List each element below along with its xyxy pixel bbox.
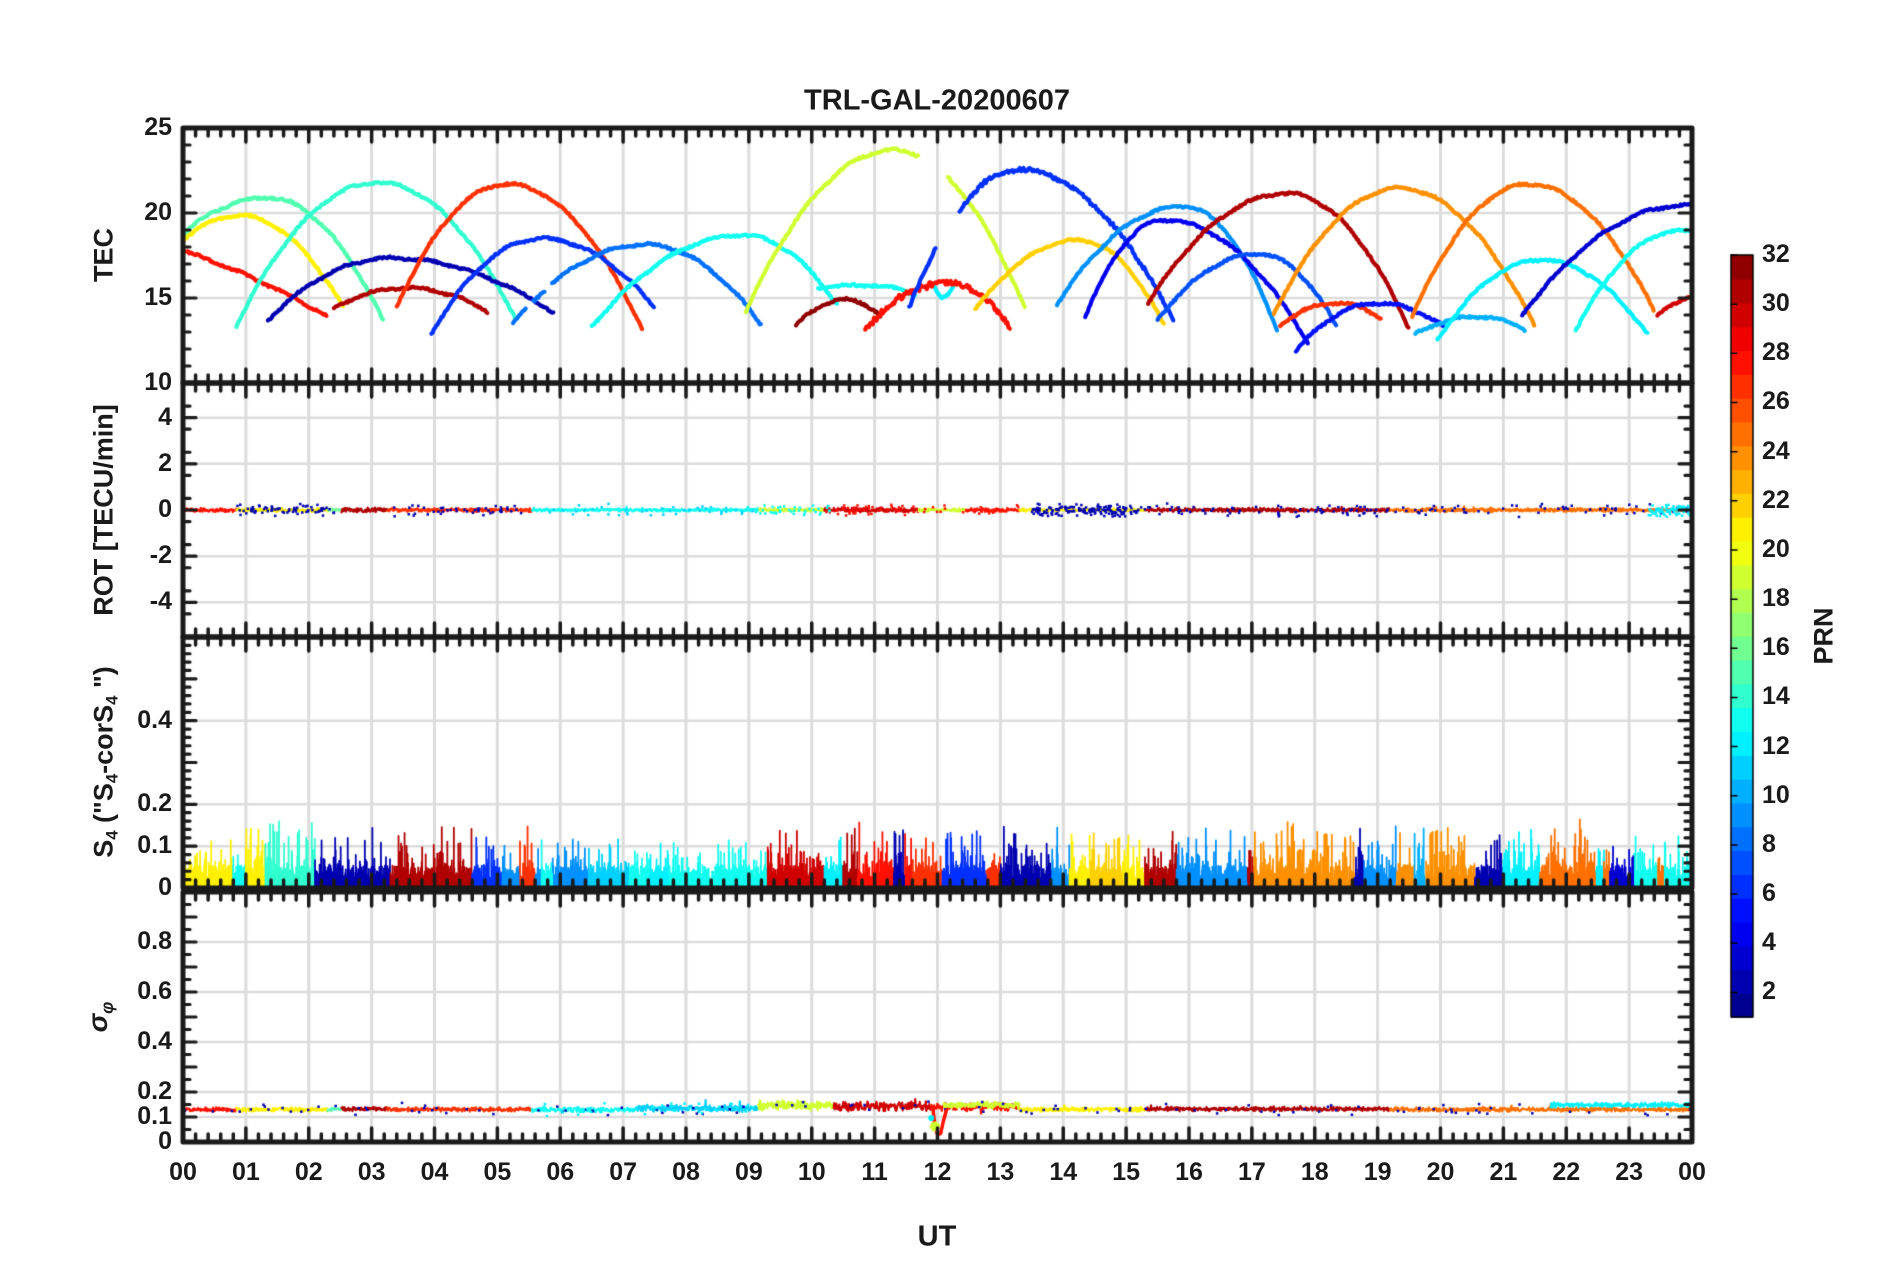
colorbar-tick-label: 10 bbox=[1762, 780, 1790, 809]
x-tick-label: 01 bbox=[231, 1158, 260, 1186]
y-tick-label: 10 bbox=[144, 368, 172, 396]
y-axis-label-tec: TEC bbox=[88, 228, 119, 282]
colorbar-tick-label: 14 bbox=[1762, 682, 1790, 711]
x-tick-label: 00 bbox=[169, 1158, 197, 1186]
x-tick-label: 23 bbox=[1615, 1158, 1644, 1186]
colorbar-tick-label: 32 bbox=[1762, 240, 1790, 268]
colorbar-tick-label: 8 bbox=[1762, 829, 1776, 858]
colorbar-tick-label: 20 bbox=[1762, 534, 1790, 563]
colorbar-tick-label: 4 bbox=[1762, 928, 1776, 957]
x-tick-label: 21 bbox=[1489, 1158, 1518, 1186]
colorbar-tick-label: 24 bbox=[1762, 436, 1790, 465]
x-tick-label: 22 bbox=[1552, 1158, 1581, 1186]
x-tick-label: 20 bbox=[1426, 1158, 1455, 1186]
x-tick-label: 16 bbox=[1175, 1158, 1203, 1186]
colorbar-tick-label: 18 bbox=[1762, 584, 1790, 613]
y-tick-label: 2 bbox=[158, 448, 172, 477]
x-tick-label: 11 bbox=[861, 1158, 888, 1186]
y-tick-label: 0.2 bbox=[137, 789, 172, 818]
colorbar-tick-label: 2 bbox=[1762, 977, 1776, 1006]
y-tick-label: 15 bbox=[144, 283, 172, 311]
y-tick-label: 0.1 bbox=[137, 1102, 172, 1130]
x-tick-label: 09 bbox=[734, 1158, 763, 1186]
colorbar-tick-label: 22 bbox=[1762, 485, 1790, 514]
x-tick-label: 00 bbox=[1678, 1158, 1706, 1186]
x-axis-label: UT bbox=[917, 1220, 957, 1253]
y-axis-label-s4: S4 ("S4-corS4 ") bbox=[88, 666, 122, 858]
y-tick-label: 20 bbox=[144, 198, 172, 226]
colorbar-tick-label: 28 bbox=[1762, 338, 1790, 367]
colorbar-tick-label: 26 bbox=[1762, 387, 1790, 416]
x-tick-label: 18 bbox=[1300, 1158, 1329, 1186]
chart-title: TRL-GAL-20200607 bbox=[804, 84, 1070, 117]
y-tick-label: 0.2 bbox=[137, 1077, 172, 1105]
y-tick-label: -4 bbox=[149, 587, 172, 616]
y-tick-label: 0.4 bbox=[137, 705, 172, 734]
y-tick-label: 0 bbox=[158, 1127, 172, 1155]
x-tick-label: 15 bbox=[1112, 1158, 1141, 1186]
y-tick-label: 0.8 bbox=[137, 927, 172, 955]
y-tick-label: 0 bbox=[158, 495, 172, 523]
x-tick-label: 05 bbox=[483, 1158, 512, 1186]
x-tick-label: 14 bbox=[1049, 1158, 1078, 1186]
x-tick-label: 07 bbox=[609, 1158, 638, 1186]
colorbar-tick-label: 12 bbox=[1762, 731, 1790, 760]
y-tick-label: 25 bbox=[144, 113, 172, 141]
x-tick-label: 02 bbox=[294, 1158, 323, 1186]
colorbar-tick-label: 6 bbox=[1762, 879, 1776, 908]
y-tick-label: 0.4 bbox=[137, 1027, 172, 1055]
colorbar-title: PRN bbox=[1808, 607, 1839, 665]
y-tick-label: 0.1 bbox=[137, 831, 172, 860]
x-tick-label: 03 bbox=[357, 1158, 386, 1186]
y-tick-label: 0.6 bbox=[137, 977, 172, 1005]
y-tick-label: -2 bbox=[149, 541, 172, 570]
y-tick-label: 4 bbox=[158, 402, 172, 431]
x-tick-label: 08 bbox=[672, 1158, 700, 1186]
y-tick-label: 0 bbox=[158, 873, 172, 901]
x-tick-label: 17 bbox=[1237, 1158, 1266, 1186]
x-tick-label: 19 bbox=[1363, 1158, 1392, 1186]
x-tick-label: 10 bbox=[797, 1158, 826, 1186]
x-tick-label: 06 bbox=[546, 1158, 575, 1186]
colorbar-tick-label: 30 bbox=[1762, 289, 1790, 318]
colorbar-tick-label: 16 bbox=[1762, 633, 1790, 662]
x-tick-label: 12 bbox=[923, 1158, 952, 1186]
x-tick-label: 13 bbox=[986, 1158, 1015, 1186]
x-tick-label: 04 bbox=[420, 1158, 449, 1186]
